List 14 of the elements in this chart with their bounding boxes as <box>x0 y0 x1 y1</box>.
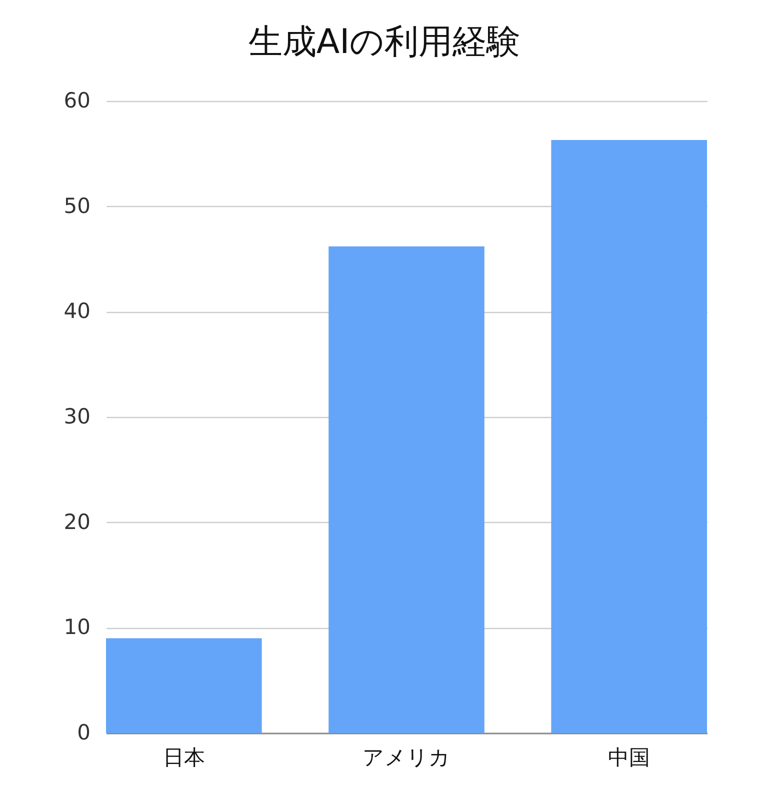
y-tick-label: 20 <box>64 510 90 534</box>
y-tick-label: 0 <box>77 720 90 744</box>
y-tick-label: 10 <box>64 615 90 640</box>
y-tick-label: 50 <box>64 194 90 218</box>
x-tick-label: 日本 <box>162 746 205 770</box>
y-tick-label: 30 <box>64 404 90 428</box>
bar <box>551 140 707 733</box>
chart-title: 生成AIの利用経験 <box>248 22 521 62</box>
y-tick-label: 40 <box>64 299 90 324</box>
bar <box>328 246 484 733</box>
y-tick-label: 60 <box>64 88 90 112</box>
x-tick-label: 中国 <box>608 746 650 770</box>
bar <box>106 638 262 733</box>
x-tick-label: アメリカ <box>362 746 450 770</box>
